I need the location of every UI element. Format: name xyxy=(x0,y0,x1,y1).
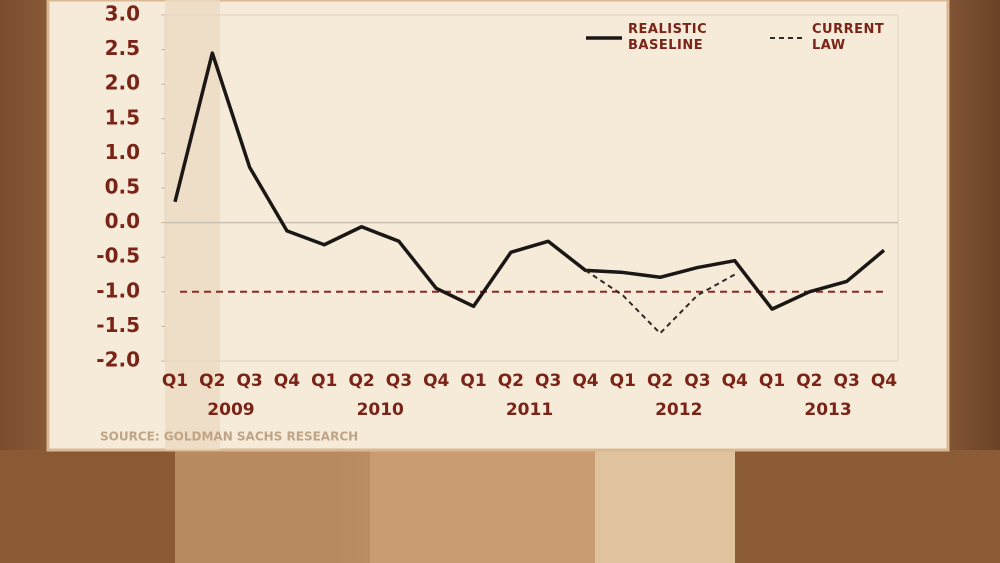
x-tick-label: Q4 xyxy=(722,371,748,391)
x-tick-label: Q1 xyxy=(610,371,636,391)
y-tick-label: 1.0 xyxy=(105,140,140,164)
x-tick-label: Q3 xyxy=(236,371,262,391)
y-tick-label: -0.5 xyxy=(96,244,140,268)
x-tick-label: Q2 xyxy=(348,371,374,391)
x-tick-label: Q4 xyxy=(871,371,897,391)
y-tick-label: -1.5 xyxy=(96,313,140,337)
x-tick-label: Q1 xyxy=(162,371,188,391)
year-label: 2011 xyxy=(506,400,553,420)
decor xyxy=(370,450,595,563)
decor xyxy=(0,450,175,563)
x-tick-label: Q2 xyxy=(498,371,524,391)
decor xyxy=(735,450,1000,563)
x-tick-label: Q3 xyxy=(834,371,860,391)
x-tick-label: Q4 xyxy=(572,371,598,391)
source: SOURCE: GOLDMAN SACHS RESEARCH xyxy=(100,430,358,444)
decor xyxy=(595,450,735,563)
year-label: 2010 xyxy=(357,400,404,420)
x-tick-label: Q1 xyxy=(759,371,785,391)
x-tick-label: Q2 xyxy=(796,371,822,391)
legend-label: CURRENT LAW xyxy=(812,22,885,53)
y-tick-label: 2.5 xyxy=(105,36,140,60)
series-line xyxy=(173,51,886,311)
y-tick-label: -2.0 xyxy=(96,348,140,372)
y-tick-label: 1.5 xyxy=(105,105,140,129)
y-tick-label: 0.5 xyxy=(105,175,140,199)
year-label: 2013 xyxy=(804,400,851,420)
y-tick-label: 2.0 xyxy=(105,71,140,95)
y-tick-label: 3.0 xyxy=(105,2,140,26)
highlight-band xyxy=(165,0,220,450)
y-tick-label: -1.0 xyxy=(96,278,140,302)
series-line xyxy=(584,269,736,335)
x-tick-label: Q3 xyxy=(535,371,561,391)
x-tick-label: Q1 xyxy=(311,371,337,391)
x-tick-label: Q4 xyxy=(423,371,449,391)
year-label: 2009 xyxy=(207,400,254,420)
x-tick-label: Q2 xyxy=(647,371,673,391)
year-label: 2012 xyxy=(655,400,702,420)
x-tick-label: Q4 xyxy=(274,371,300,391)
decor xyxy=(175,450,340,563)
x-tick-label: Q1 xyxy=(460,371,486,391)
legend-label: REALISTIC BASELINE xyxy=(628,22,708,53)
x-tick-label: Q2 xyxy=(199,371,225,391)
x-tick-label: Q3 xyxy=(684,371,710,391)
y-tick-label: 0.0 xyxy=(105,209,140,233)
x-tick-label: Q3 xyxy=(386,371,412,391)
